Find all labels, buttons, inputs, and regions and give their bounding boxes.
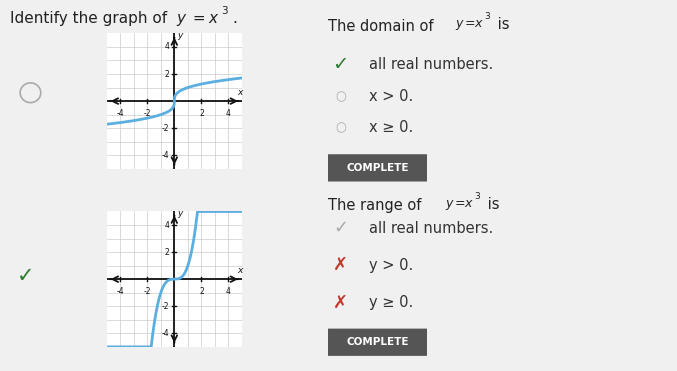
Text: -2: -2 bbox=[162, 302, 169, 311]
Text: COMPLETE: COMPLETE bbox=[346, 163, 409, 173]
Text: 4: 4 bbox=[165, 220, 169, 230]
Text: -2: -2 bbox=[144, 287, 151, 296]
Text: x: x bbox=[475, 17, 482, 30]
Text: =: = bbox=[188, 11, 211, 26]
Text: ○: ○ bbox=[335, 121, 346, 135]
Text: -4: -4 bbox=[162, 329, 169, 338]
Text: is: is bbox=[493, 17, 509, 32]
Text: .: . bbox=[232, 11, 237, 26]
Text: -2: -2 bbox=[162, 124, 169, 133]
Text: ✗: ✗ bbox=[333, 293, 348, 311]
Text: 2: 2 bbox=[199, 287, 204, 296]
Text: ✓: ✓ bbox=[17, 266, 35, 286]
Text: ✓: ✓ bbox=[333, 219, 348, 237]
Text: -2: -2 bbox=[144, 109, 151, 118]
FancyBboxPatch shape bbox=[326, 154, 429, 181]
Text: is: is bbox=[483, 197, 499, 211]
FancyBboxPatch shape bbox=[326, 329, 429, 356]
Text: ✓: ✓ bbox=[332, 55, 349, 75]
Text: ✗: ✗ bbox=[333, 256, 348, 274]
Text: x: x bbox=[238, 88, 242, 97]
Text: 2: 2 bbox=[165, 247, 169, 257]
Text: =: = bbox=[465, 17, 476, 30]
Text: 3: 3 bbox=[485, 12, 490, 21]
Text: -4: -4 bbox=[116, 109, 124, 118]
Text: x: x bbox=[238, 266, 242, 275]
Text: x > 0.: x > 0. bbox=[369, 89, 413, 104]
Text: The range of: The range of bbox=[328, 198, 427, 213]
Text: all real numbers.: all real numbers. bbox=[369, 221, 494, 236]
Text: 4: 4 bbox=[165, 42, 169, 52]
Text: y: y bbox=[456, 17, 463, 30]
Text: 4: 4 bbox=[226, 287, 231, 296]
Text: x: x bbox=[464, 197, 472, 210]
Text: =: = bbox=[455, 197, 466, 210]
Text: Identify the graph of: Identify the graph of bbox=[10, 11, 172, 26]
Text: y: y bbox=[177, 31, 182, 40]
Text: The domain of: The domain of bbox=[328, 19, 439, 33]
Text: 2: 2 bbox=[199, 109, 204, 118]
Text: 2: 2 bbox=[165, 69, 169, 79]
Text: y: y bbox=[176, 11, 185, 26]
Text: y: y bbox=[177, 209, 182, 218]
Text: 3: 3 bbox=[475, 192, 480, 201]
Text: COMPLETE: COMPLETE bbox=[346, 337, 409, 347]
Text: x ≥ 0.: x ≥ 0. bbox=[369, 121, 413, 135]
Text: x: x bbox=[209, 11, 217, 26]
Text: ○: ○ bbox=[335, 90, 346, 103]
Text: 4: 4 bbox=[226, 109, 231, 118]
Text: y: y bbox=[445, 197, 453, 210]
Text: y > 0.: y > 0. bbox=[369, 258, 413, 273]
Text: 3: 3 bbox=[221, 6, 227, 16]
Text: -4: -4 bbox=[116, 287, 124, 296]
Text: -4: -4 bbox=[162, 151, 169, 160]
Text: all real numbers.: all real numbers. bbox=[369, 58, 494, 72]
Text: y ≥ 0.: y ≥ 0. bbox=[369, 295, 413, 310]
